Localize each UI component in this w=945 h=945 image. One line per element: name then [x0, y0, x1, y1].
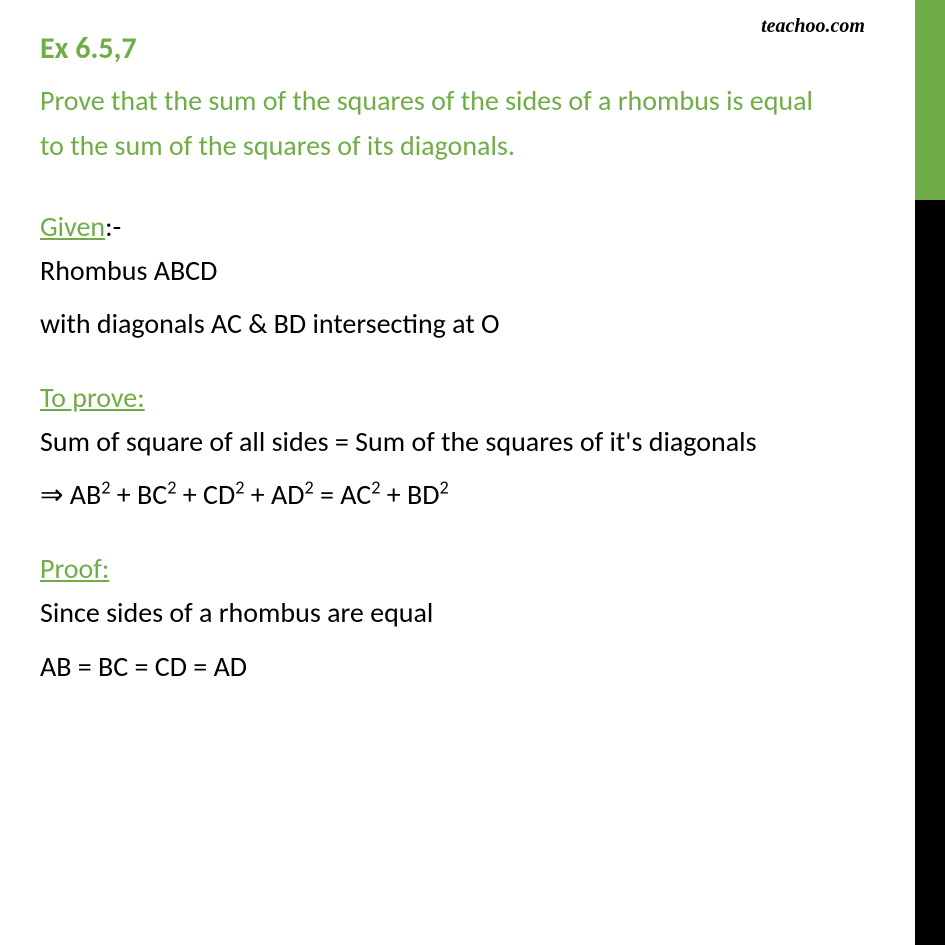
- eq-bc: + BC: [110, 477, 167, 512]
- rhombus-svg: A B C D O: [915, 209, 945, 429]
- toprove-block: To prove: Sum of square of all sides = S…: [40, 380, 900, 521]
- right-bar-green: [915, 0, 945, 200]
- label-a: A: [933, 392, 945, 424]
- toprove-equation: ⇒ AB2 + BC2 + CD2 + AD2 = AC2 + BD2: [40, 468, 900, 521]
- rhombus-diagram: A B C D O: [915, 209, 945, 429]
- proof-label: Proof:: [40, 551, 109, 586]
- given-line-1: Rhombus ABCD: [40, 244, 500, 297]
- eq-ac: = AC: [314, 477, 372, 512]
- sup-4: 2: [304, 477, 313, 499]
- eq-ab: ⇒ AB: [40, 477, 101, 512]
- given-line-2: with diagonals AC & BD intersecting at O: [40, 297, 500, 350]
- given-block: Given:- Rhombus ABCD with diagonals AC &…: [40, 209, 500, 350]
- eq-ad: + AD: [244, 477, 304, 512]
- given-suffix: :-: [105, 209, 121, 244]
- right-bar: [915, 0, 945, 945]
- given-row: Given:- Rhombus ABCD with diagonals AC &…: [40, 209, 900, 350]
- sup-6: 2: [440, 477, 449, 499]
- watermark: teachoo.com: [761, 15, 865, 38]
- proof-line-1: Since sides of a rhombus are equal: [40, 586, 900, 639]
- toprove-line-1: Sum of square of all sides = Sum of the …: [40, 415, 900, 468]
- proof-line-2: AB = BC = CD = AD: [40, 640, 900, 693]
- proof-block: Proof: Since sides of a rhombus are equa…: [40, 551, 900, 692]
- toprove-label: To prove:: [40, 380, 145, 415]
- eq-cd: + CD: [176, 477, 235, 512]
- given-label-line: Given:-: [40, 209, 500, 244]
- problem-statement: Prove that the sum of the squares of the…: [40, 79, 840, 169]
- given-label: Given: [40, 209, 105, 244]
- eq-bd: + BD: [380, 477, 439, 512]
- page-content: teachoo.com Ex 6.5,7 Prove that the sum …: [0, 0, 915, 945]
